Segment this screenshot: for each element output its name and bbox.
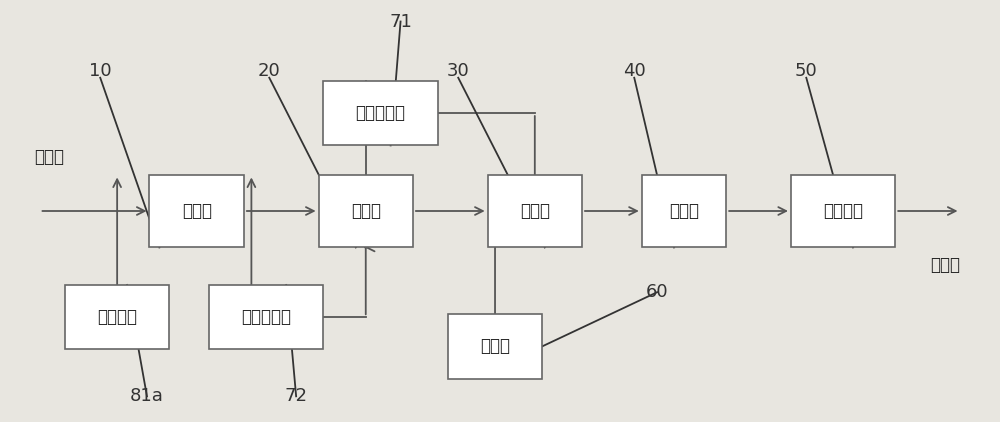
Bar [65, 285, 169, 349]
Text: 调配液槽: 调配液槽 [97, 308, 137, 326]
Text: 71: 71 [389, 13, 412, 30]
Bar [323, 81, 438, 146]
Text: 30: 30 [447, 62, 470, 81]
Bar [149, 175, 244, 247]
Text: 一级回水池: 一级回水池 [356, 104, 406, 122]
Bar [642, 175, 726, 247]
Text: 20: 20 [258, 62, 281, 81]
Text: 挂丝架: 挂丝架 [669, 202, 699, 220]
Bar [791, 175, 895, 247]
Text: 浸泡槽: 浸泡槽 [182, 202, 212, 220]
Text: 清水槽: 清水槽 [480, 337, 510, 355]
Bar [319, 175, 413, 247]
Text: 40: 40 [623, 62, 646, 81]
Text: 葛藤绳: 葛藤绳 [930, 256, 960, 274]
Text: 81a: 81a [130, 387, 164, 405]
Text: 编织装置: 编织装置 [823, 202, 863, 220]
Bar [448, 314, 542, 379]
Text: 10: 10 [89, 62, 112, 81]
Bar [209, 285, 323, 349]
Text: 60: 60 [646, 283, 668, 301]
Text: 葛藤条: 葛藤条 [35, 148, 65, 166]
Text: 72: 72 [285, 387, 308, 405]
Text: 50: 50 [795, 62, 818, 81]
Text: 携洗槽: 携洗槽 [520, 202, 550, 220]
Text: 二级回水池: 二级回水池 [241, 308, 291, 326]
Bar [488, 175, 582, 247]
Text: 水浸槽: 水浸槽 [351, 202, 381, 220]
